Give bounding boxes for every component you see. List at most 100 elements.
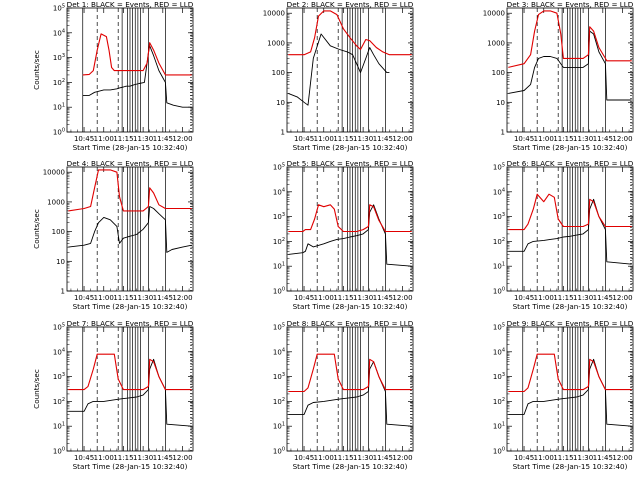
lld-series-line (288, 204, 412, 233)
y-tick-label: 104 (53, 28, 65, 37)
y-tick-label: 102 (273, 237, 285, 246)
x-tick-label: 12:00 (392, 294, 412, 302)
y-tick-label: 10 (276, 99, 285, 107)
y-tick-label: 101 (493, 262, 505, 271)
y-tick-label: 100 (493, 447, 505, 456)
x-tick-label: 11:45 (153, 454, 173, 462)
x-tick-label: 11:30 (133, 454, 153, 462)
x-axis-label: Start Time (28-Jan-15 10:32:40) (73, 143, 188, 152)
y-tick-label: 105 (53, 4, 65, 13)
x-tick-label: 11:00 (534, 454, 554, 462)
series-group (68, 353, 192, 427)
panel-det-2: Det 2: BLACK = Events, RED = LLD 1 10 100 10… (263, 0, 414, 152)
series-group (508, 353, 632, 427)
y-tick-label: 105 (493, 323, 505, 332)
x-tick-label: 10:45 (294, 135, 314, 143)
x-tick-label: 11:45 (153, 294, 173, 302)
x-tick-label: 11:00 (94, 454, 114, 462)
series-group (288, 204, 412, 267)
x-axis-label: Start Time (28-Jan-15 10:32:40) (513, 143, 628, 152)
y-tick-label: 101 (273, 262, 285, 271)
x-tick-label: 12:00 (392, 454, 412, 462)
y-tick-label: 10000 (263, 10, 285, 18)
y-tick-label: 105 (493, 163, 505, 172)
panel-det-6: Det 6: BLACK = Events, RED = LLD 100 101 10… (493, 159, 634, 311)
y-tick-label: 102 (493, 237, 505, 246)
x-tick-label: 11:45 (373, 294, 393, 302)
x-tick-label: 11:30 (353, 135, 373, 143)
x-tick-label: 11:45 (373, 454, 393, 462)
y-tick-label: 10 (496, 99, 505, 107)
y-tick-label: 100 (493, 287, 505, 296)
y-tick-label: 105 (273, 323, 285, 332)
y-tick-label: 1 (281, 129, 285, 137)
lld-series-line (288, 10, 412, 56)
x-tick-label: 11:00 (534, 294, 554, 302)
x-tick-label: 12:00 (612, 294, 632, 302)
y-tick-label: 1 (501, 129, 505, 137)
lld-series-line (508, 10, 632, 68)
panel-title: Det 5: BLACK = Events, RED = LLD (287, 159, 414, 168)
x-tick-label: 11:30 (353, 454, 373, 462)
panel-title: Det 8: BLACK = Events, RED = LLD (287, 319, 414, 328)
y-tick-label: 10 (56, 258, 65, 266)
x-tick-label: 10:45 (514, 135, 534, 143)
x-tick-label: 11:45 (593, 135, 613, 143)
x-tick-label: 10:45 (294, 294, 314, 302)
y-tick-label: 102 (53, 397, 65, 406)
panel-title: Det 7: BLACK = Events, RED = LLD (67, 319, 194, 328)
y-tick-label: 104 (493, 347, 505, 356)
panel-title: Det 9: BLACK = Events, RED = LLD (507, 319, 634, 328)
x-tick-label: 11:30 (573, 135, 593, 143)
x-axis-label: Start Time (28-Jan-15 10:32:40) (293, 143, 408, 152)
y-tick-label: 105 (53, 323, 65, 332)
x-tick-label: 11:30 (353, 294, 373, 302)
lld-series-line (68, 169, 192, 212)
x-tick-label: 11:15 (553, 135, 573, 143)
x-tick-label: 12:00 (392, 135, 412, 143)
x-axis-label: Start Time (28-Jan-15 10:32:40) (513, 462, 628, 471)
events-series-line (508, 30, 632, 101)
x-tick-label: 11:15 (113, 294, 133, 302)
y-tick-label: 101 (53, 422, 65, 431)
lld-series-line (508, 353, 632, 393)
y-tick-label: 104 (53, 347, 65, 356)
series-group (82, 33, 192, 108)
x-tick-label: 11:15 (553, 454, 573, 462)
x-axis-label: Start Time (28-Jan-15 10:32:40) (513, 302, 628, 311)
y-tick-label: 103 (53, 372, 65, 381)
y-axis-label: Counts/sec (32, 369, 41, 409)
x-tick-label: 12:00 (612, 135, 632, 143)
y-tick-label: 104 (273, 347, 285, 356)
x-tick-label: 12:00 (172, 454, 192, 462)
x-tick-label: 10:45 (74, 454, 94, 462)
x-tick-label: 11:15 (113, 454, 133, 462)
y-axis-label: Counts/sec (32, 209, 41, 249)
x-tick-label: 11:45 (593, 294, 613, 302)
y-axis-label: Counts/sec (32, 50, 41, 90)
series-group (288, 353, 412, 427)
x-tick-label: 11:00 (314, 454, 334, 462)
panel-title: Det 1: BLACK = Events, RED = LLD (67, 0, 194, 9)
y-tick-label: 10000 (43, 169, 65, 177)
lld-series-line (68, 353, 192, 391)
y-tick-label: 100 (273, 447, 285, 456)
y-tick-label: 10000 (483, 10, 505, 18)
x-axis-label: Start Time (28-Jan-15 10:32:40) (73, 302, 188, 311)
panel-det-9: Det 9: BLACK = Events, RED = LLD 100 101 10… (493, 319, 634, 471)
x-tick-label: 11:15 (113, 135, 133, 143)
x-tick-label: 11:30 (133, 135, 153, 143)
y-tick-label: 104 (493, 187, 505, 196)
events-series-line (288, 33, 390, 106)
y-tick-label: 1000 (47, 198, 65, 206)
panel-det-3: Det 3: BLACK = Events, RED = LLD 1 10 100 10… (483, 0, 634, 152)
y-tick-label: 102 (493, 397, 505, 406)
x-tick-label: 10:45 (514, 294, 534, 302)
x-tick-label: 11:15 (333, 454, 353, 462)
x-tick-label: 12:00 (612, 454, 632, 462)
y-tick-label: 100 (492, 69, 505, 77)
y-tick-label: 103 (273, 212, 285, 221)
x-tick-label: 11:30 (133, 294, 153, 302)
x-tick-label: 11:00 (94, 294, 114, 302)
